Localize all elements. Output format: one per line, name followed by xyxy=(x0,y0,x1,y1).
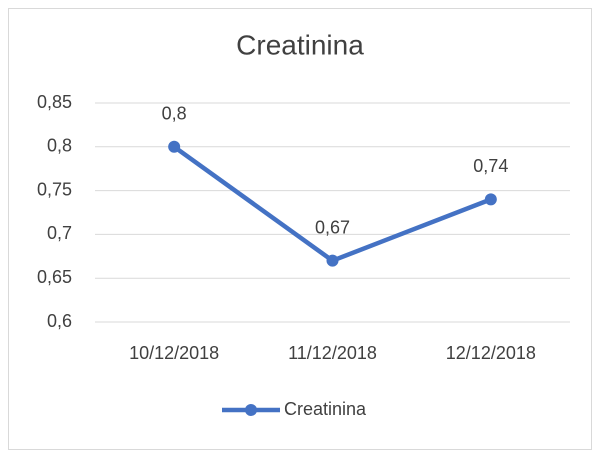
legend-label: Creatinina xyxy=(284,399,367,419)
chart-title: Creatinina xyxy=(236,29,364,60)
legend-marker xyxy=(245,404,257,416)
data-label: 0,67 xyxy=(315,217,350,237)
y-tick-label: 0,8 xyxy=(47,136,72,156)
y-tick-label: 0,7 xyxy=(47,223,72,243)
chart-frame xyxy=(8,8,592,450)
y-tick-label: 0,6 xyxy=(47,311,72,331)
point-marker xyxy=(168,140,181,153)
y-tick-label: 0,75 xyxy=(37,179,72,199)
point-marker xyxy=(326,254,339,267)
point-marker xyxy=(484,193,497,206)
y-tick-label: 0,85 xyxy=(37,92,72,112)
data-label: 0,8 xyxy=(162,104,187,124)
x-tick-label: 10/12/2018 xyxy=(129,343,219,363)
y-tick-label: 0,65 xyxy=(37,267,72,287)
x-tick-label: 12/12/2018 xyxy=(446,343,536,363)
x-tick-label: 11/12/2018 xyxy=(288,343,377,363)
data-label: 0,74 xyxy=(473,156,508,176)
